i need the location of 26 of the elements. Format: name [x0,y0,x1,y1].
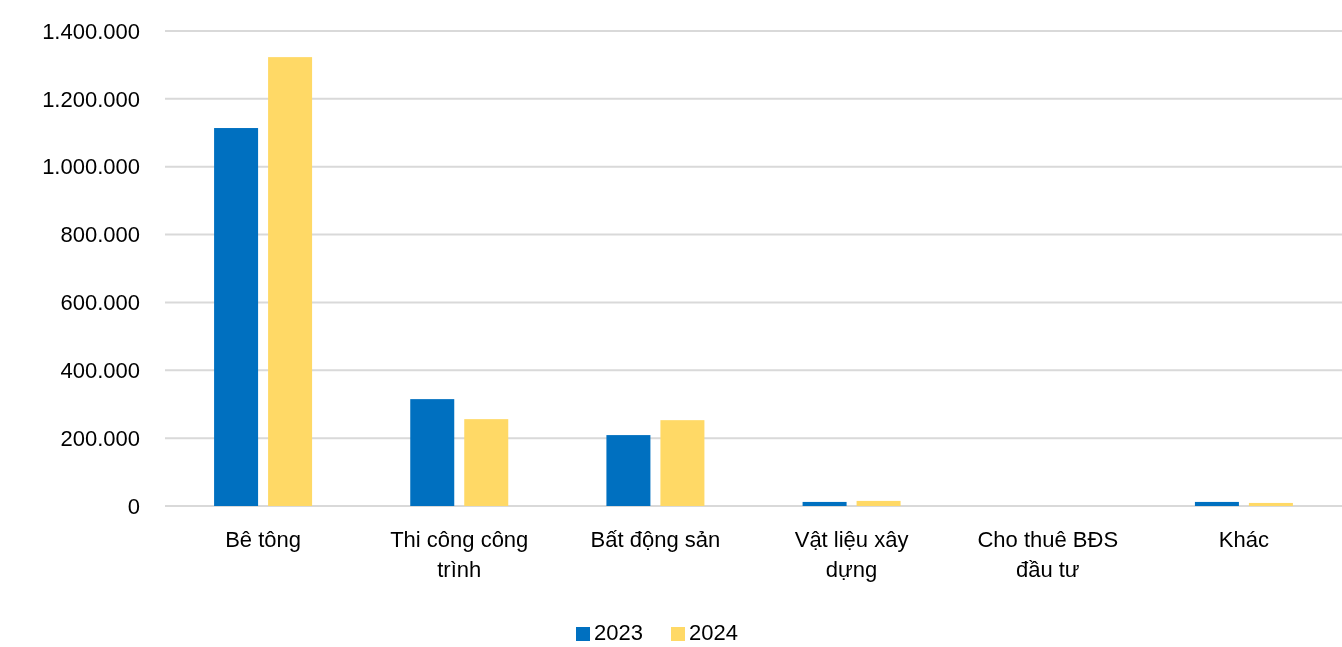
legend-label: 2024 [689,620,738,645]
y-tick-label: 1.400.000 [42,18,140,44]
bar [802,501,847,506]
bar [268,57,313,506]
legend-label: 2023 [594,620,643,645]
x-tick-label: Bất động sản [590,527,721,552]
x-tick-label: Thi công công trình [390,527,529,582]
bar [856,500,901,506]
bar [1194,501,1239,506]
y-tick-label: 400.000 [60,357,140,383]
bar [1248,502,1293,506]
bar [410,399,455,506]
y-tick-label: 0 [127,493,140,519]
x-tick-label: Khác [1218,527,1269,552]
y-tick-label: 800.000 [60,222,140,248]
y-tick-label: 1.200.000 [42,86,140,112]
y-tick-label: 600.000 [60,290,140,316]
y-tick-label: 200.000 [60,425,140,451]
bar [464,419,509,506]
x-tick-label: Vật liệu xây dựng [794,527,909,582]
y-tick-label: 1.000.000 [42,154,140,180]
bar [606,435,651,506]
x-tick-label: Cho thuê BĐS đầu tư [977,527,1119,582]
bar [660,420,705,506]
x-tick-label: Bê tông [225,527,302,552]
bar [214,128,259,506]
